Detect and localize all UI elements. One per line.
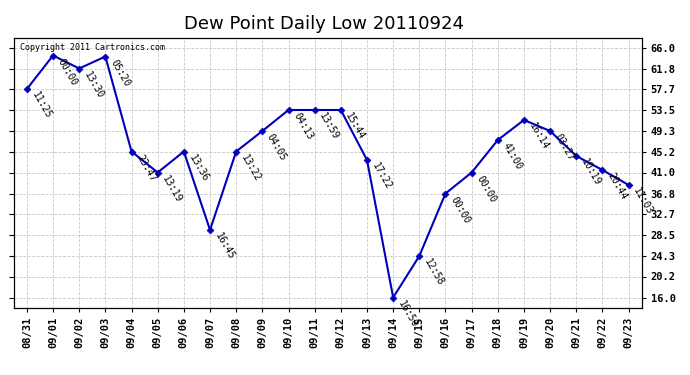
Text: 03:27: 03:27 <box>553 132 576 163</box>
Text: 13:59: 13:59 <box>317 111 341 142</box>
Text: 04:13: 04:13 <box>291 111 315 142</box>
Text: Copyright 2011 Cartronics.com: Copyright 2011 Cartronics.com <box>20 43 165 52</box>
Text: 12:58: 12:58 <box>422 257 446 288</box>
Text: 11:03: 11:03 <box>631 186 655 217</box>
Text: 17:22: 17:22 <box>370 161 393 192</box>
Text: 16:45: 16:45 <box>213 231 236 262</box>
Text: 41:00: 41:00 <box>500 141 524 172</box>
Text: 10:19: 10:19 <box>579 158 602 188</box>
Text: 11:25: 11:25 <box>30 90 53 121</box>
Text: 05:20: 05:20 <box>108 58 132 88</box>
Text: 04:05: 04:05 <box>265 132 288 163</box>
Text: 00:00: 00:00 <box>56 57 79 87</box>
Text: 13:19: 13:19 <box>161 174 184 204</box>
Text: 16:14: 16:14 <box>526 122 550 152</box>
Text: 13:30: 13:30 <box>82 70 106 100</box>
Text: 15:44: 15:44 <box>344 111 367 142</box>
Text: Dew Point Daily Low 20110924: Dew Point Daily Low 20110924 <box>184 15 464 33</box>
Text: 23:47: 23:47 <box>135 153 157 183</box>
Text: 20:44: 20:44 <box>605 171 629 202</box>
Text: 16:50: 16:50 <box>396 299 420 329</box>
Text: 00:00: 00:00 <box>448 195 471 225</box>
Text: 13:36: 13:36 <box>186 153 210 183</box>
Text: 00:00: 00:00 <box>475 174 497 204</box>
Text: 13:22: 13:22 <box>239 153 262 183</box>
